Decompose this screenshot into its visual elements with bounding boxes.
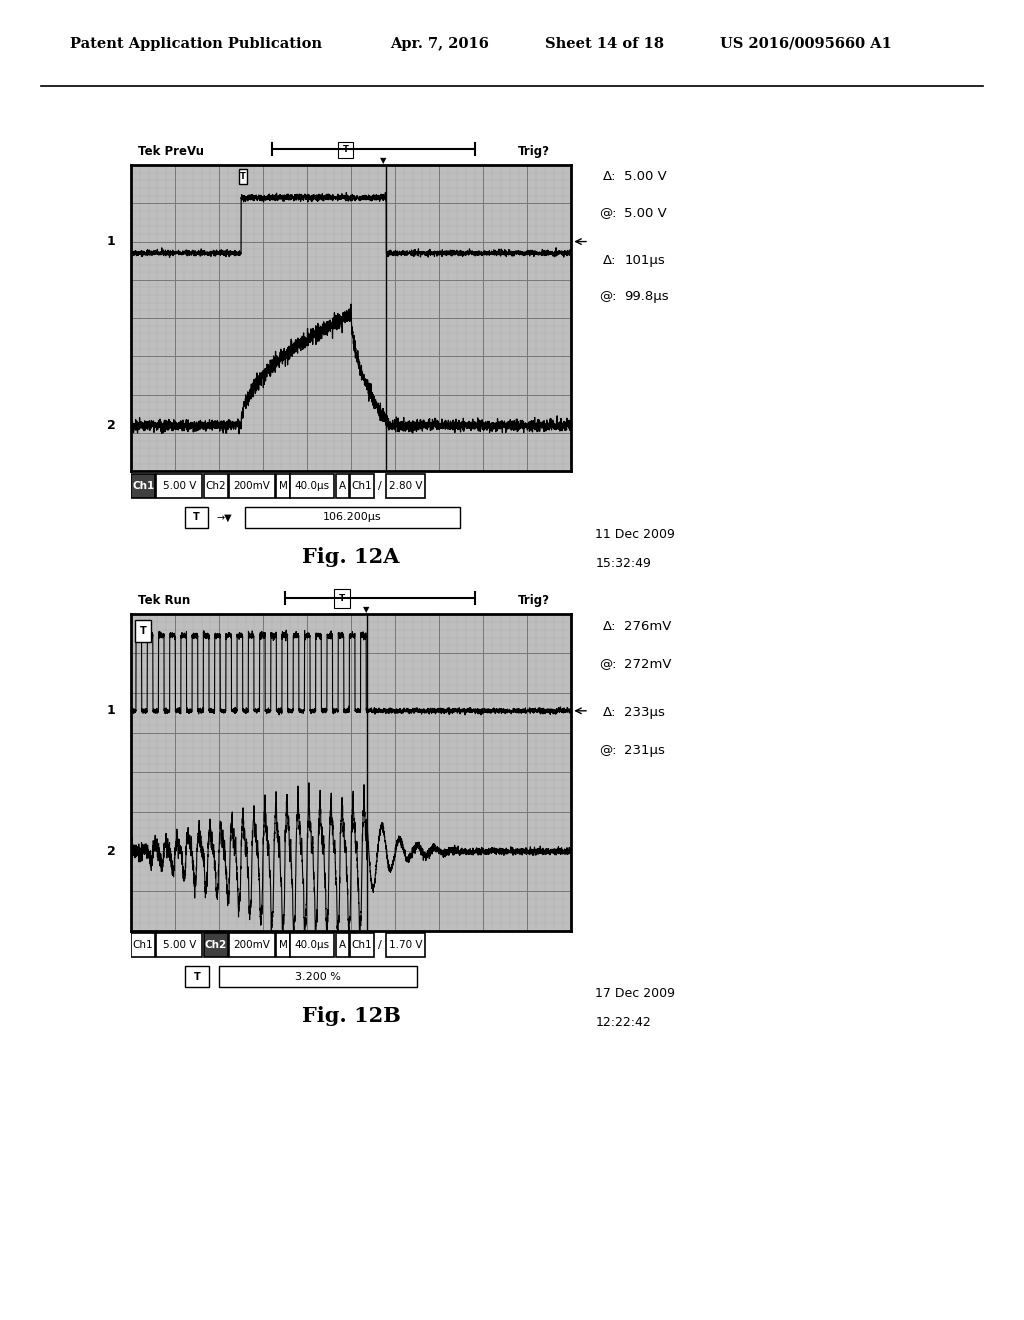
Text: Fig. 12A: Fig. 12A — [302, 546, 400, 568]
Text: Trig?: Trig? — [517, 145, 550, 158]
Text: ▼: ▼ — [380, 156, 386, 165]
Text: 5.00 V: 5.00 V — [163, 940, 196, 950]
Text: 17 Dec 2009: 17 Dec 2009 — [596, 987, 676, 1001]
Text: A: A — [339, 940, 346, 950]
Text: 2.80 V: 2.80 V — [389, 480, 422, 491]
Text: T: T — [240, 172, 246, 181]
Bar — [157, 933, 203, 957]
Text: T: T — [194, 972, 200, 982]
Text: 231μs: 231μs — [625, 744, 666, 758]
Bar — [386, 474, 425, 498]
Text: A: A — [339, 480, 346, 491]
Text: Ch1: Ch1 — [133, 940, 154, 950]
Text: 40.0μs: 40.0μs — [295, 480, 330, 491]
Bar — [336, 933, 349, 957]
Text: 11 Dec 2009: 11 Dec 2009 — [596, 528, 676, 541]
Bar — [276, 933, 290, 957]
Text: 200mV: 200mV — [233, 480, 270, 491]
Bar — [276, 474, 290, 498]
Text: Ch1: Ch1 — [351, 940, 373, 950]
Text: T: T — [140, 626, 146, 636]
Text: 233μs: 233μs — [625, 706, 666, 719]
Text: 2: 2 — [106, 845, 116, 858]
Bar — [386, 933, 425, 957]
Text: →▼: →▼ — [217, 512, 232, 523]
Text: M: M — [279, 940, 288, 950]
Bar — [336, 474, 349, 498]
Bar — [131, 933, 156, 957]
Bar — [228, 933, 275, 957]
Text: M: M — [279, 480, 288, 491]
Text: Δ:: Δ: — [603, 170, 616, 182]
Text: @:: @: — [599, 206, 616, 219]
Bar — [245, 507, 460, 528]
Text: 5.00 V: 5.00 V — [625, 170, 668, 182]
Text: Ch2: Ch2 — [205, 940, 227, 950]
Text: /: / — [378, 480, 382, 491]
Bar — [135, 620, 151, 642]
Bar — [291, 933, 335, 957]
Bar — [350, 474, 374, 498]
Bar — [291, 474, 335, 498]
Text: 1: 1 — [106, 235, 116, 248]
Text: @:: @: — [599, 290, 616, 304]
Bar — [350, 933, 374, 957]
Text: ▼: ▼ — [364, 605, 370, 614]
Bar — [204, 933, 228, 957]
Text: 1: 1 — [106, 705, 116, 717]
Text: Sheet 14 of 18: Sheet 14 of 18 — [545, 37, 664, 51]
Text: /: / — [378, 940, 382, 950]
Text: @:: @: — [599, 657, 616, 671]
Text: Ch1: Ch1 — [351, 480, 373, 491]
Text: T: T — [194, 512, 200, 523]
Text: 12:22:42: 12:22:42 — [596, 1016, 651, 1030]
Bar — [184, 966, 209, 987]
Text: @:: @: — [599, 744, 616, 758]
Text: 5.00 V: 5.00 V — [163, 480, 196, 491]
Text: 3.200 %: 3.200 % — [295, 972, 341, 982]
Text: 99.8μs: 99.8μs — [625, 290, 669, 304]
Text: Ch2: Ch2 — [206, 480, 226, 491]
Text: T: T — [339, 594, 345, 603]
Text: 101μs: 101μs — [625, 253, 666, 267]
Text: Patent Application Publication: Patent Application Publication — [70, 37, 322, 51]
Text: 106.200μs: 106.200μs — [324, 512, 382, 523]
Bar — [131, 474, 156, 498]
Text: Apr. 7, 2016: Apr. 7, 2016 — [390, 37, 488, 51]
Text: T: T — [343, 145, 348, 154]
Text: 272mV: 272mV — [625, 657, 672, 671]
Text: 40.0μs: 40.0μs — [295, 940, 330, 950]
Bar — [228, 474, 275, 498]
Text: Δ:: Δ: — [603, 620, 616, 632]
Text: 5.00 V: 5.00 V — [625, 206, 668, 219]
Text: Fig. 12B: Fig. 12B — [302, 1006, 400, 1027]
Text: 276mV: 276mV — [625, 620, 672, 632]
Text: Trig?: Trig? — [517, 594, 550, 607]
Text: Δ:: Δ: — [603, 253, 616, 267]
Bar — [338, 141, 353, 158]
Bar — [239, 169, 247, 183]
Bar — [218, 966, 417, 987]
Bar — [185, 507, 208, 528]
Bar — [204, 474, 228, 498]
Bar — [157, 474, 203, 498]
Text: Tek Run: Tek Run — [137, 594, 189, 607]
Text: US 2016/0095660 A1: US 2016/0095660 A1 — [720, 37, 892, 51]
Text: Ch1: Ch1 — [132, 480, 155, 491]
Text: Δ:: Δ: — [603, 706, 616, 719]
Bar — [334, 589, 350, 609]
Text: Tek PreVu: Tek PreVu — [137, 145, 204, 158]
Text: 1.70 V: 1.70 V — [389, 940, 422, 950]
Text: 200mV: 200mV — [233, 940, 270, 950]
Text: 2: 2 — [106, 418, 116, 432]
Text: 15:32:49: 15:32:49 — [596, 557, 651, 570]
